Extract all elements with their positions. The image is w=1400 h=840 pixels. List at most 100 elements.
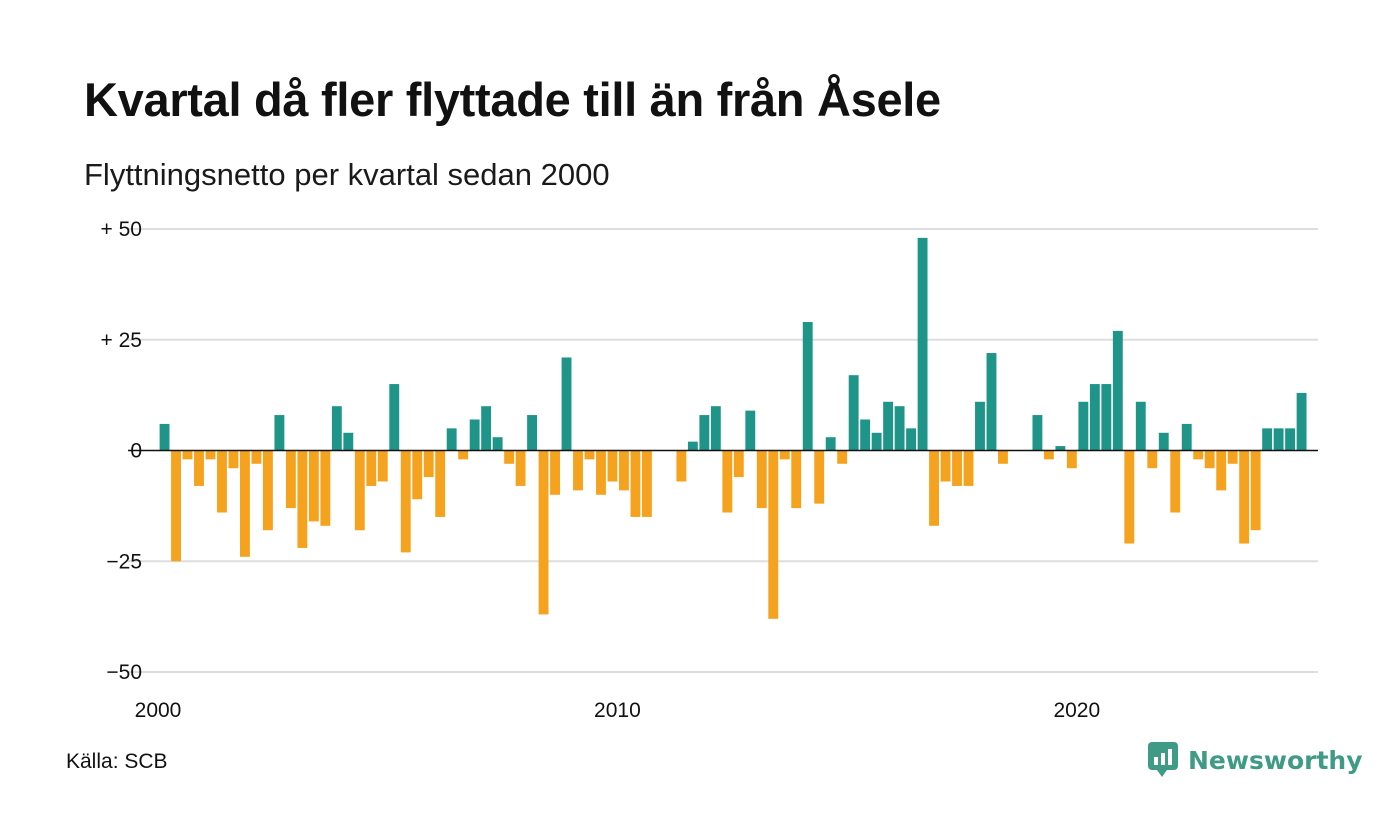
bar [1032,415,1043,451]
bar [1066,450,1077,469]
bar [492,437,503,451]
bar [1227,450,1238,464]
bar [825,437,836,451]
bar [1089,384,1100,451]
bar [699,415,710,451]
bar [331,406,342,451]
y-tick-label: −25 [106,550,142,573]
bar [791,450,802,509]
bar [1239,450,1250,544]
bar [917,237,928,451]
bar [1112,330,1123,451]
bar [619,450,629,491]
bar [940,450,951,482]
bar [848,375,859,451]
bar [1250,450,1261,531]
bar [171,450,181,562]
bar [963,450,974,486]
bar [630,450,641,517]
brand-logo[interactable]: Newsworthy [1148,742,1363,778]
y-tick-label: + 50 [101,218,142,241]
bar [217,450,227,513]
chart-subtitle: Flyttningsnetto per kvartal sedan 2000 [84,157,610,192]
bar [159,423,170,451]
x-tick-label: 2000 [135,699,182,722]
bar [1296,392,1307,451]
x-tick-label: 2010 [594,699,641,722]
bar [354,450,365,531]
bar [1101,384,1112,451]
bar [1216,450,1227,491]
bar [894,406,905,451]
bar [435,450,446,517]
bar [1078,401,1089,451]
bar [297,450,308,548]
brand-name: Newsworthy [1188,745,1363,775]
bar [641,450,652,517]
bar [412,450,423,500]
bar [929,450,939,526]
bar [596,450,606,495]
bar [240,450,250,557]
bar [687,441,698,451]
x-axis-ticks: 2000 2010 2020 [135,699,1101,722]
bar [251,450,262,464]
newsworthy-logo-icon [1148,742,1178,777]
bar [538,450,549,615]
bar [1273,428,1284,451]
bar [1147,450,1158,469]
bar [733,450,744,478]
bar [573,450,583,491]
bar [308,450,319,522]
bar [860,419,871,451]
bar [377,450,388,482]
bar [584,450,595,460]
bar [366,450,377,486]
bar [986,353,997,451]
bars [159,237,1307,619]
bar [1170,450,1181,513]
chart-title: Kvartal då fler flyttade till än från Ås… [84,73,941,126]
bar [274,415,285,451]
bar [722,450,733,513]
bar [446,428,457,451]
source-note: Källa: SCB [66,750,168,773]
bar [561,357,572,451]
bar [607,450,618,482]
bar [205,450,216,460]
bar [320,450,331,526]
bar [998,450,1008,464]
bar [1193,450,1204,460]
bar [458,450,469,460]
bar [883,401,894,451]
y-tick-label: + 25 [101,329,142,352]
bar [1204,450,1215,469]
bar [1262,428,1273,451]
bar [262,450,273,531]
bar [975,401,985,451]
bar [768,450,779,619]
bar [779,450,790,460]
bar [745,410,756,451]
bar [285,450,296,509]
bar [1055,446,1066,451]
bar [1124,450,1135,544]
bar [756,450,767,509]
bar [837,450,848,464]
bar [400,450,411,553]
bar [802,322,813,451]
bar [550,450,560,495]
bar [469,419,480,451]
bar [228,450,239,469]
bar [504,450,515,464]
bar [182,450,193,460]
bar [1181,423,1192,451]
bar [906,428,917,451]
bar [710,406,721,451]
bar [343,432,354,451]
bar [423,450,434,478]
bar [1285,428,1296,451]
x-tick-label: 2020 [1053,699,1100,722]
bar [952,450,962,486]
